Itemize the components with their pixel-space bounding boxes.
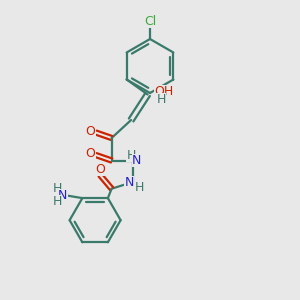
Text: H: H [53, 195, 62, 208]
Text: O: O [86, 147, 96, 160]
Text: H: H [134, 181, 144, 194]
Text: N: N [58, 189, 68, 202]
Text: Cl: Cl [144, 15, 156, 28]
Text: O: O [86, 124, 96, 138]
Text: H: H [53, 182, 62, 195]
Text: H: H [156, 93, 166, 106]
Text: N: N [124, 176, 134, 189]
Text: O: O [95, 163, 105, 176]
Text: N: N [131, 154, 141, 167]
Text: OH: OH [154, 85, 174, 98]
Text: H: H [126, 148, 136, 162]
